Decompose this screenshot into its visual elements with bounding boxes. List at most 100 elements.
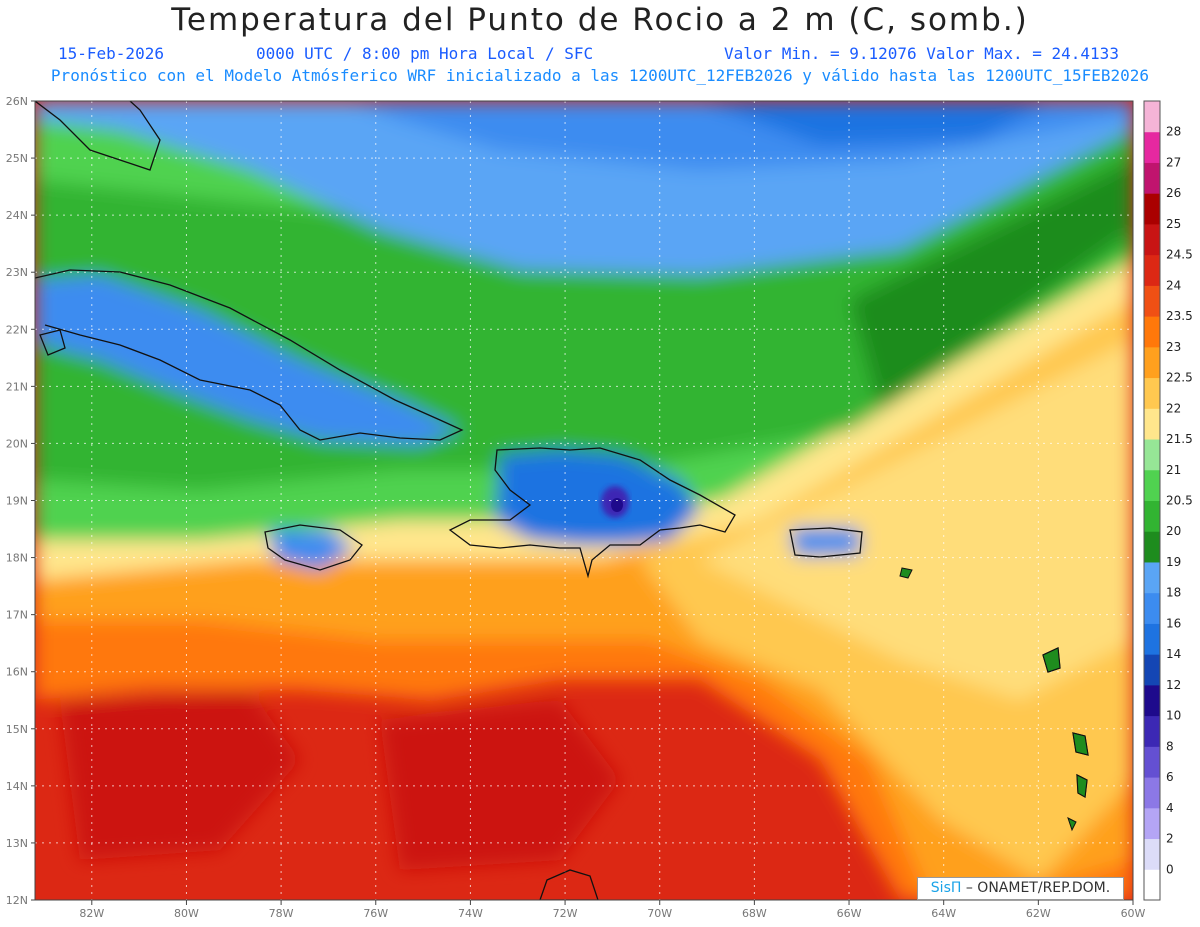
florida-coast — [35, 101, 161, 171]
colorbar-label: 21.5 — [1166, 432, 1193, 446]
lon-label: 66W — [837, 907, 862, 920]
colorbar-label: 20.5 — [1166, 494, 1193, 508]
colorbar-label: 23.5 — [1166, 309, 1193, 323]
lon-label: 80W — [174, 907, 199, 920]
colorbar-swatch — [1144, 684, 1160, 717]
colorbar-label: 19 — [1166, 555, 1181, 569]
credit-box: SisΠ – ONAMET/REP.DOM. — [917, 877, 1124, 900]
colorbar-swatch — [1144, 869, 1160, 901]
longitude-axis: 82W 80W 78W 76W 74W 72W 70W 68W 66W 64W 62W 60W — [79, 900, 1146, 920]
sispi-logo: SisΠ — [930, 880, 962, 896]
colorbar-label: 23 — [1166, 340, 1181, 354]
colorbar-label: 2 — [1166, 832, 1174, 846]
lon-label: 72W — [553, 907, 578, 920]
colorbar-swatch — [1144, 531, 1160, 563]
colorbar-label: 27 — [1166, 155, 1181, 169]
colorbar-swatch — [1144, 346, 1160, 379]
shaded-field — [35, 101, 1133, 900]
colorbar-swatch — [1144, 469, 1160, 501]
colorbar-label: 22 — [1166, 401, 1181, 415]
colorbar-swatch — [1144, 316, 1160, 348]
colorbar-label: 21 — [1166, 463, 1181, 477]
lon-label: 60W — [1121, 907, 1146, 920]
colorbar-swatch — [1144, 193, 1160, 225]
lat-label: 17N — [6, 609, 28, 622]
page-title: Temperatura del Punto de Rocio a 2 m (C,… — [171, 2, 1029, 38]
colorbar-swatch — [1144, 223, 1160, 256]
colorbar-label: 25 — [1166, 217, 1181, 231]
date-label: 15-Feb-2026 — [58, 44, 164, 63]
colorbar-label: 4 — [1166, 801, 1174, 815]
lat-label: 25N — [6, 152, 28, 165]
cuba-coast — [35, 269, 464, 441]
colorbar-label: 24.5 — [1166, 248, 1193, 262]
model-info: Pronóstico con el Modelo Atmósferico WRF… — [50, 66, 1150, 85]
guajira-coast — [539, 869, 599, 900]
colorbar-swatch — [1144, 101, 1160, 133]
lon-label: 82W — [79, 907, 104, 920]
latitude-axis: 26N 25N 24N 23N 22N 21N 20N 19N 18N 17N 16N 15N 14N 1… — [6, 95, 35, 907]
lon-label: 76W — [363, 907, 388, 920]
colorbar-label: 6 — [1166, 770, 1174, 784]
colorbar-swatch — [1144, 592, 1160, 624]
colorbar-swatch — [1144, 807, 1160, 840]
color-legend: 024681012141618192020.52121.52222.52323.… — [1143, 100, 1193, 901]
colorbar-label: 14 — [1166, 647, 1181, 661]
lon-label: 62W — [1026, 907, 1051, 920]
colorbar-label: 28 — [1166, 125, 1181, 139]
colorbar-label: 20 — [1166, 524, 1181, 538]
puertorico-coast — [789, 527, 863, 558]
time-label: 0000 UTC / 8:00 pm Hora Local / SFC — [256, 44, 594, 63]
colorbar-label: 24 — [1166, 278, 1181, 292]
lon-label: 74W — [458, 907, 483, 920]
colorbar-swatch — [1144, 377, 1160, 409]
jamaica-coast — [264, 524, 363, 571]
lat-label: 16N — [6, 666, 28, 679]
lat-label: 15N — [6, 723, 28, 736]
colorbar-swatch — [1144, 500, 1160, 532]
colorbar-label: 22.5 — [1166, 371, 1193, 385]
lat-label: 21N — [6, 380, 28, 393]
colorbar-swatch — [1144, 408, 1160, 440]
colorbar-label: 26 — [1166, 186, 1181, 200]
lat-label: 22N — [6, 323, 28, 336]
colorbar-label: 0 — [1166, 862, 1174, 876]
colorbar-swatch — [1144, 654, 1160, 686]
lon-label: 64W — [931, 907, 956, 920]
lat-label: 26N — [6, 95, 28, 108]
lat-label: 19N — [6, 495, 28, 508]
colorbar-swatch — [1144, 162, 1160, 194]
small-islands — [899, 567, 1089, 832]
colorbar-swatch — [1144, 561, 1160, 594]
lon-label: 78W — [269, 907, 294, 920]
colorbar-label: 12 — [1166, 678, 1181, 692]
colorbar-frame — [1143, 100, 1161, 901]
colorbar-label: 16 — [1166, 616, 1181, 630]
lat-label: 24N — [6, 209, 28, 222]
colorbar-label: 10 — [1166, 709, 1181, 723]
lat-label: 14N — [6, 780, 28, 793]
lat-label: 18N — [6, 552, 28, 565]
lat-label: 20N — [6, 437, 28, 450]
colorbar-swatch — [1144, 777, 1160, 809]
lon-label: 68W — [742, 907, 767, 920]
minmax-label: Valor Min. = 9.12076 Valor Max. = 24.413… — [724, 44, 1119, 63]
colorbar-swatch — [1144, 623, 1160, 655]
colorbar-swatch — [1144, 439, 1160, 471]
colorbar-swatch — [1144, 254, 1160, 286]
lon-label: 70W — [647, 907, 672, 920]
graticule — [35, 101, 1133, 900]
colorbar-label: 18 — [1166, 586, 1181, 600]
hispaniola-coast — [448, 447, 736, 579]
isla-juventud-coast — [39, 329, 66, 356]
lat-label: 23N — [6, 266, 28, 279]
colorbar-swatch — [1144, 715, 1160, 747]
lat-label: 12N — [6, 894, 28, 907]
credit-text: – ONAMET/REP.DOM. — [961, 880, 1111, 896]
colorbar-swatch — [1144, 131, 1160, 163]
colorbar-label: 8 — [1166, 739, 1174, 753]
colorbar-swatch — [1144, 746, 1160, 778]
lat-label: 13N — [6, 837, 28, 850]
colorbar-swatch — [1144, 838, 1160, 870]
